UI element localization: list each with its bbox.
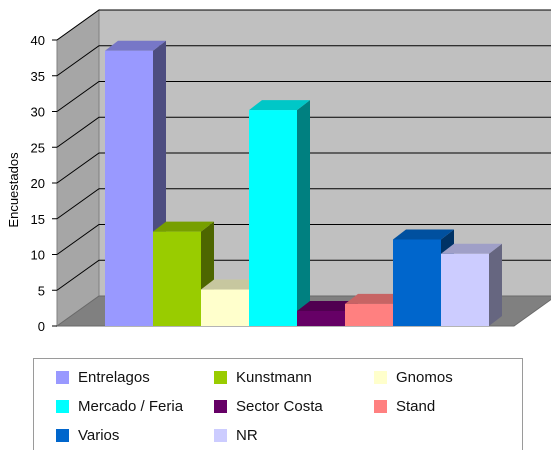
legend-swatch: [214, 399, 227, 413]
y-axis-tick-labels: 0 5 10 15 20 25 30 35 40: [31, 33, 57, 334]
gridline: [56, 116, 551, 148]
legend-swatch: [56, 399, 69, 413]
bar-top: [249, 100, 310, 111]
legend-item: Entrelagos: [56, 368, 150, 386]
legend-label: Stand: [396, 397, 436, 415]
legend-label: Mercado / Feria: [78, 397, 184, 415]
bar-front: [105, 50, 153, 326]
bar-chart: 0 5 10 15 20 25 30 35 40 Encuestados: [6, 9, 551, 334]
legend-label: Kunstmann: [236, 368, 312, 386]
y-tick-label: 30: [31, 105, 45, 120]
legend-item: Stand: [374, 397, 435, 415]
bar-top: [393, 229, 454, 240]
bar-top: [441, 243, 502, 254]
gridline: [56, 188, 551, 220]
bar-front: [441, 253, 489, 326]
legend: Entrelagos Kunstmann Gnomos Mercado / Feria…: [33, 358, 523, 450]
y-tick-label: 0: [38, 319, 45, 334]
legend-item: Kunstmann: [214, 368, 312, 386]
legend-swatch: [214, 370, 227, 384]
y-tick-label: 5: [38, 283, 45, 298]
legend-label: Sector Costa: [236, 397, 323, 415]
gridline: [56, 81, 551, 112]
legend-label: Gnomos: [396, 368, 453, 386]
legend-label: Varios: [78, 426, 120, 444]
bar-top: [345, 293, 406, 304]
gridlines: [56, 9, 551, 291]
legend-item: Gnomos: [374, 368, 453, 386]
gridline: [56, 224, 551, 255]
legend-label: NR: [236, 426, 258, 444]
legend-swatch: [56, 370, 69, 384]
bar-top: [297, 300, 358, 311]
legend-swatch: [374, 399, 387, 413]
bar: [249, 100, 310, 326]
y-tick-label: 40: [31, 33, 45, 48]
bar-front: [153, 231, 201, 326]
gridline: [56, 152, 551, 184]
bar-front: [345, 303, 393, 326]
bar-front: [249, 110, 297, 326]
bar-side: [489, 243, 502, 326]
y-tick-label: 15: [31, 212, 45, 227]
y-tick-label: 25: [31, 140, 45, 155]
bar-top: [153, 221, 214, 232]
y-axis-label: Encuestados: [6, 152, 21, 228]
legend-swatch: [214, 428, 227, 442]
bar-front: [297, 310, 345, 326]
y-tick-label: 35: [31, 69, 45, 84]
bar-front: [393, 239, 441, 326]
bar-top: [105, 40, 166, 51]
legend-swatch: [374, 370, 387, 384]
legend-swatch: [56, 428, 69, 442]
y-tick-label: 10: [31, 248, 45, 263]
bar: [441, 243, 502, 326]
bar-top: [201, 279, 262, 290]
legend-item: Sector Costa: [214, 397, 323, 415]
y-tick-label: 20: [31, 176, 45, 191]
legend-item: Varios: [56, 426, 119, 444]
legend-item: Mercado / Feria: [56, 397, 183, 415]
bar-front: [201, 289, 249, 326]
legend-item: NR: [214, 426, 258, 444]
gridline: [56, 9, 551, 41]
legend-label: Entrelagos: [78, 368, 150, 386]
bar: [105, 40, 166, 326]
bars: [105, 40, 502, 326]
bar-side: [297, 100, 310, 326]
gridline: [56, 45, 551, 77]
